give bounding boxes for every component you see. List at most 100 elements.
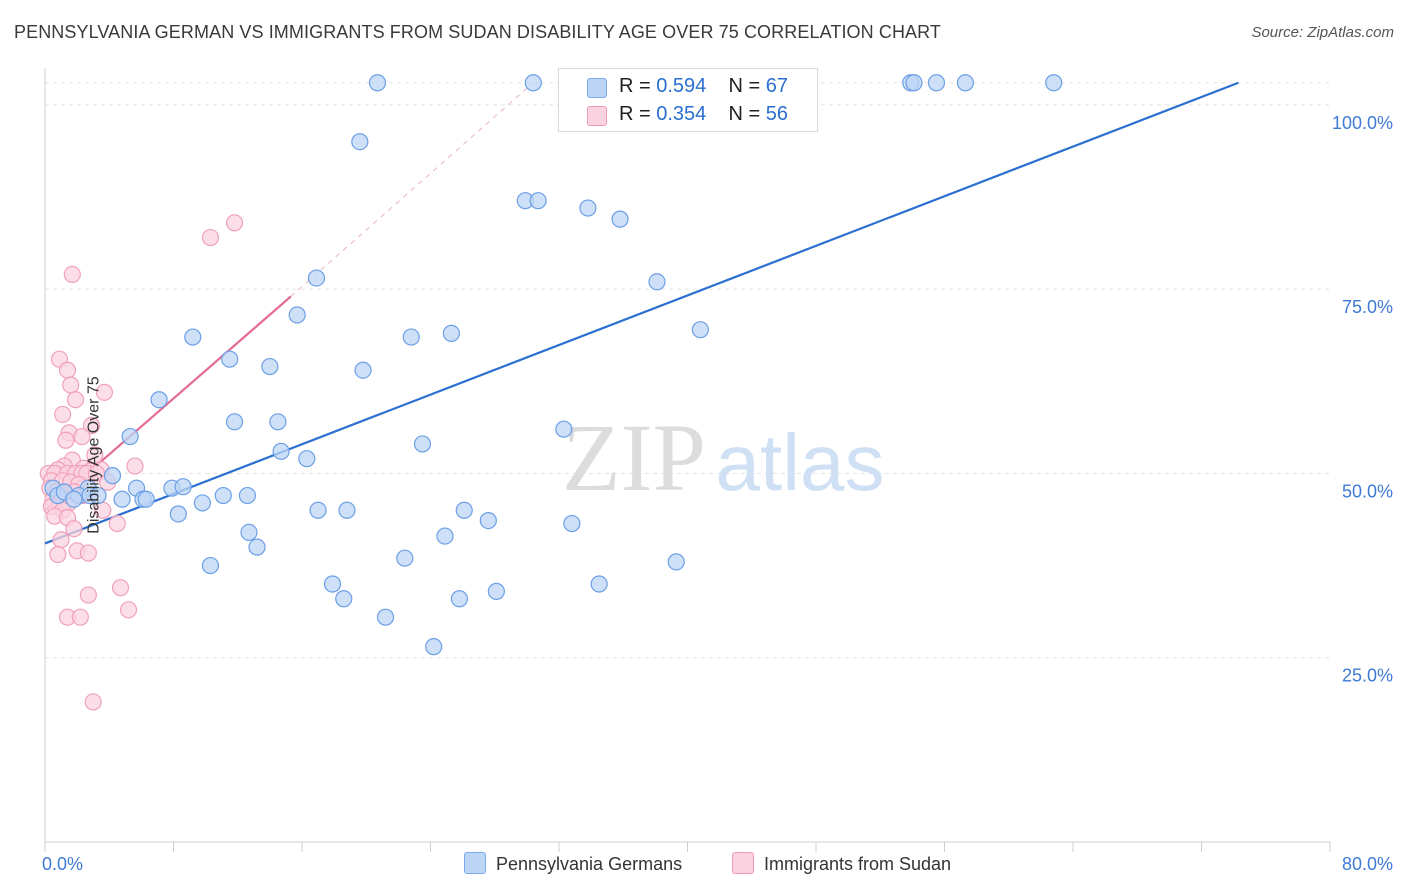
axes	[44, 68, 1331, 852]
point-pennsylvania-germans	[150, 391, 168, 409]
x-tick-label-start: 0.0%	[42, 854, 83, 874]
point-pennsylvania-germans	[309, 501, 327, 519]
point-pennsylvania-germans	[335, 590, 353, 608]
point-pennsylvania-germans	[524, 74, 542, 92]
point-pennsylvania-germans	[221, 350, 239, 368]
n-label: N =	[728, 103, 761, 125]
point-immigrants-from-sudan	[126, 457, 144, 475]
point-pennsylvania-germans	[269, 413, 287, 431]
r-value: 0.354	[656, 103, 707, 125]
data-points	[39, 74, 1063, 711]
point-pennsylvania-germans	[272, 442, 290, 460]
point-pennsylvania-germans	[137, 490, 155, 508]
legend-label: Immigrants from Sudan	[764, 854, 952, 874]
point-pennsylvania-germans	[201, 556, 220, 575]
point-immigrants-from-sudan	[84, 693, 102, 711]
n-value: 56	[765, 103, 789, 125]
trend-line-pennsylvania-germans	[44, 81, 1239, 545]
point-immigrants-from-sudan	[73, 427, 91, 446]
y-tick-label: 75.0%	[1342, 297, 1393, 317]
point-pennsylvania-germans	[927, 74, 946, 92]
point-pennsylvania-germans	[667, 553, 685, 571]
point-pennsylvania-germans	[450, 590, 469, 608]
point-pennsylvania-germans	[240, 523, 258, 542]
y-tick-label: 100.0%	[1332, 113, 1393, 133]
legend-swatch-pink	[732, 852, 754, 874]
point-pennsylvania-germans	[1045, 74, 1063, 92]
point-pennsylvania-germans	[238, 486, 256, 505]
point-pennsylvania-germans	[323, 575, 342, 593]
point-immigrants-from-sudan	[108, 514, 126, 533]
point-pennsylvania-germans	[193, 494, 212, 512]
point-pennsylvania-germans	[288, 306, 306, 324]
point-pennsylvania-germans	[555, 420, 573, 438]
r-label: R =	[619, 75, 651, 97]
watermark-atlas: atlas	[716, 418, 885, 507]
point-immigrants-from-sudan	[82, 416, 101, 435]
point-pennsylvania-germans	[563, 514, 581, 533]
point-pennsylvania-germans	[956, 74, 974, 92]
point-pennsylvania-germans	[436, 527, 454, 545]
point-immigrants-from-sudan	[95, 383, 114, 401]
legend-item-immigrants-from-sudan: Immigrants from Sudan	[732, 852, 951, 876]
point-pennsylvania-germans	[248, 538, 266, 556]
point-pennsylvania-germans	[121, 427, 139, 446]
r-value: 0.594	[656, 75, 707, 97]
point-pennsylvania-germans	[529, 192, 547, 210]
point-pennsylvania-germans	[103, 467, 122, 485]
point-pennsylvania-germans	[590, 575, 608, 593]
point-pennsylvania-germans	[184, 328, 202, 346]
point-immigrants-from-sudan	[71, 608, 89, 626]
point-immigrants-from-sudan	[62, 376, 80, 394]
watermark: ZIP atlas	[562, 404, 884, 511]
grid-lines	[45, 82, 1330, 659]
source-credit: Source: ZipAtlas.com	[1251, 24, 1394, 41]
point-immigrants-from-sudan	[79, 544, 97, 562]
legend-swatch-blue	[464, 852, 486, 874]
point-immigrants-from-sudan	[79, 586, 97, 604]
point-immigrants-from-sudan	[54, 405, 72, 424]
stats-box: R = 0.594 N = 67 R = 0.354 N = 56	[558, 68, 818, 132]
n-value: 67	[765, 75, 789, 97]
point-immigrants-from-sudan	[86, 446, 104, 464]
point-immigrants-from-sudan	[58, 361, 77, 379]
point-immigrants-from-sudan	[119, 601, 138, 619]
point-immigrants-from-sudan	[65, 520, 83, 538]
point-immigrants-from-sudan	[57, 431, 75, 449]
point-pennsylvania-germans	[89, 486, 107, 505]
y-tick-label: 25.0%	[1342, 666, 1393, 686]
point-pennsylvania-germans	[396, 549, 414, 567]
tick-labels: 25.0% 50.0% 75.0% 100.0% 0.0% 80.0%	[42, 113, 1393, 874]
point-pennsylvania-germans	[455, 501, 473, 519]
point-pennsylvania-germans	[113, 490, 131, 508]
y-axis-label: Disability Age Over 75	[85, 376, 103, 534]
point-immigrants-from-sudan	[111, 579, 130, 597]
point-pennsylvania-germans	[225, 413, 244, 431]
r-label: R =	[619, 103, 651, 125]
point-pennsylvania-germans	[338, 501, 356, 519]
stats-swatch-blue	[587, 78, 607, 98]
y-tick-label: 50.0%	[1342, 481, 1393, 501]
legend-label: Pennsylvania Germans	[496, 854, 683, 874]
chart-title: PENNSYLVANIA GERMAN VS IMMIGRANTS FROM S…	[14, 22, 942, 42]
point-pennsylvania-germans	[579, 199, 597, 217]
point-pennsylvania-germans	[611, 210, 629, 228]
point-pennsylvania-germans	[487, 582, 505, 600]
point-pennsylvania-germans	[169, 505, 187, 523]
point-immigrants-from-sudan	[63, 265, 81, 283]
point-pennsylvania-germans	[413, 435, 432, 453]
watermark-zip: ZIP	[562, 404, 706, 511]
point-pennsylvania-germans	[691, 321, 709, 339]
point-pennsylvania-germans	[368, 74, 387, 92]
point-immigrants-from-sudan	[49, 545, 67, 564]
point-pennsylvania-germans	[174, 478, 192, 496]
point-pennsylvania-germans	[648, 273, 666, 291]
point-pennsylvania-germans	[261, 357, 279, 376]
point-pennsylvania-germans	[351, 133, 369, 151]
point-immigrants-from-sudan	[201, 228, 220, 247]
point-pennsylvania-germans	[442, 324, 460, 342]
point-pennsylvania-germans	[65, 490, 83, 508]
point-pennsylvania-germans	[479, 512, 497, 530]
n-label: N =	[728, 75, 761, 97]
